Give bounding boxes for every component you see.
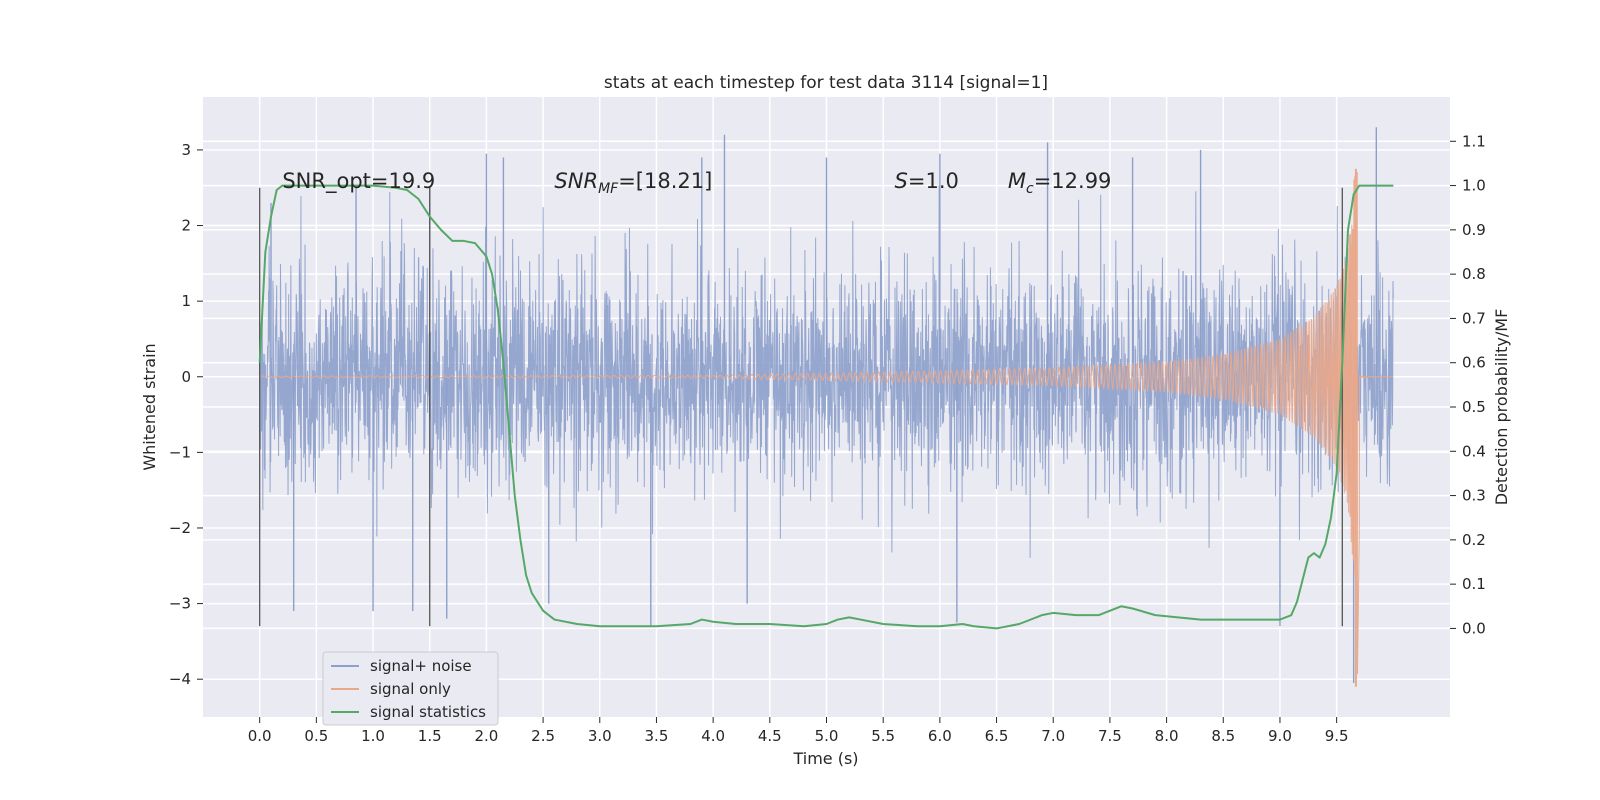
y-right-tick-label: 0.7 bbox=[1462, 309, 1486, 327]
annotation-1: SNRMF=[18.21] bbox=[554, 169, 712, 197]
y-right-tick-label: 0.2 bbox=[1462, 531, 1486, 549]
x-tick-label: 3.0 bbox=[588, 727, 612, 745]
x-tick-label: 0.5 bbox=[304, 727, 328, 745]
y-tick-label: 1 bbox=[181, 292, 191, 310]
x-tick-label: 8.5 bbox=[1211, 727, 1235, 745]
y-tick-label: 3 bbox=[181, 141, 191, 159]
x-tick-label: 0.0 bbox=[248, 727, 272, 745]
x-tick-label: 4.5 bbox=[758, 727, 782, 745]
signal-statistics-line bbox=[258, 184, 1394, 630]
y-right-tick-label: 0.6 bbox=[1462, 354, 1486, 372]
y-tick-label: 2 bbox=[181, 217, 191, 235]
annotation-2: S=1.0 bbox=[895, 169, 959, 193]
y-right-tick-label: 0.3 bbox=[1462, 487, 1486, 505]
legend: signal+ noise signal only signal statistic… bbox=[322, 651, 499, 726]
chart-title: stats at each timestep for test data 311… bbox=[604, 73, 1048, 93]
y-right-tick-label: 0.1 bbox=[1462, 575, 1486, 593]
y-right-tick-label: 0.4 bbox=[1462, 442, 1486, 460]
annotations: SNR_opt=19.9 SNRMF=[18.21] S=1.0 Mc=12.99 bbox=[282, 169, 1111, 197]
y-right-tick-label: 1.1 bbox=[1462, 132, 1486, 150]
x-tick-label: 6.5 bbox=[985, 727, 1009, 745]
y-tick-label: −1 bbox=[169, 443, 191, 461]
x-tick-label: 3.5 bbox=[645, 727, 669, 745]
y-tick-label: 0 bbox=[181, 368, 191, 386]
y-right-tick-label: 0.8 bbox=[1462, 265, 1486, 283]
x-tick-label: 2.5 bbox=[531, 727, 555, 745]
legend-label: signal statistics bbox=[370, 703, 486, 721]
annotation-3: Mc=12.99 bbox=[1008, 169, 1112, 197]
y-right-tick-label: 0.0 bbox=[1462, 619, 1486, 637]
legend-box bbox=[322, 651, 499, 726]
x-tick-label: 4.0 bbox=[701, 727, 725, 745]
y-tick-label: −4 bbox=[169, 670, 191, 688]
x-tick-label: 7.0 bbox=[1041, 727, 1065, 745]
x-axis-label: Time (s) bbox=[792, 749, 858, 768]
x-tick-label: 5.5 bbox=[871, 727, 895, 745]
series-signal-statistics bbox=[258, 184, 1394, 630]
y-axis-label: Whitened strain bbox=[140, 343, 159, 470]
y-tick-label: −3 bbox=[169, 595, 191, 613]
x-tick-label: 9.0 bbox=[1268, 727, 1292, 745]
annotation-0: SNR_opt=19.9 bbox=[282, 169, 435, 194]
signal-only-line bbox=[259, 172, 1394, 675]
x-tick-label: 2.0 bbox=[474, 727, 498, 745]
legend-label: signal only bbox=[370, 680, 451, 698]
y-right-tick-label: 1.0 bbox=[1462, 177, 1486, 195]
x-tick-label: 6.0 bbox=[928, 727, 952, 745]
y-tick-label: −2 bbox=[169, 519, 191, 537]
series-signal-only bbox=[259, 168, 1394, 687]
x-tick-label: 5.0 bbox=[815, 727, 839, 745]
x-tick-label: 9.5 bbox=[1325, 727, 1349, 745]
x-tick-label: 7.5 bbox=[1098, 727, 1122, 745]
tick-labels: 0.0 0.5 1.0 1.5 2.0 2.5 3.0 3.5 4.0 4.5 5.0 5.5 6.0 6… bbox=[169, 132, 1486, 745]
vertical-markers bbox=[259, 187, 1343, 627]
y-axis-label-right: Detection probability/MF bbox=[1492, 309, 1511, 506]
legend-label: signal+ noise bbox=[370, 657, 472, 675]
x-tick-label: 1.0 bbox=[361, 727, 385, 745]
y-right-tick-label: 0.5 bbox=[1462, 398, 1486, 416]
x-tick-label: 1.5 bbox=[418, 727, 442, 745]
x-tick-label: 8.0 bbox=[1155, 727, 1179, 745]
y-right-tick-label: 0.9 bbox=[1462, 221, 1486, 239]
